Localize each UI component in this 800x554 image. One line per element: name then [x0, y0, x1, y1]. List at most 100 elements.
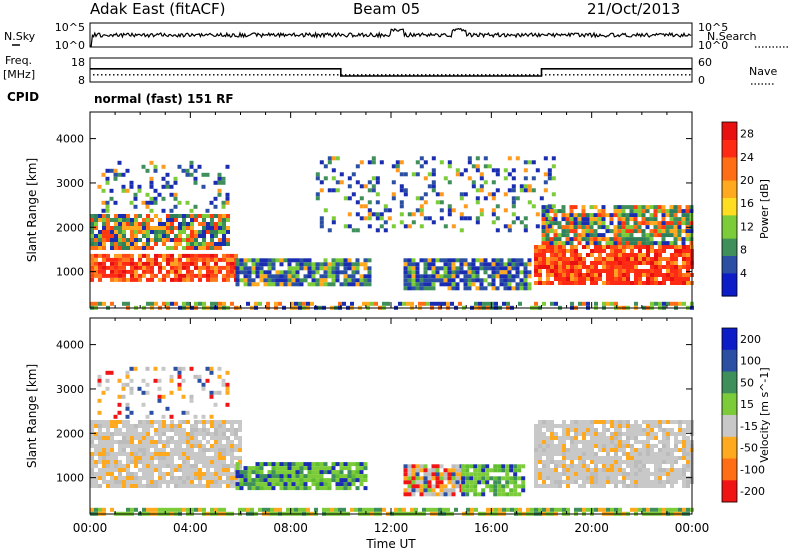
- heat-cell: [618, 456, 622, 460]
- heat-cell: [122, 301, 126, 306]
- heat-cell: [182, 261, 186, 266]
- heat-cell: [657, 209, 662, 214]
- heat-cell: [198, 277, 202, 282]
- heat-cell: [678, 428, 682, 432]
- heat-cell: [649, 213, 654, 218]
- heat-cell: [561, 209, 566, 214]
- heat-cell: [166, 214, 170, 218]
- heat-cell: [94, 424, 98, 428]
- heat-cell: [431, 278, 436, 283]
- heat-cell: [279, 478, 284, 483]
- heat-cell: [582, 472, 586, 476]
- heat-cell: [170, 507, 174, 512]
- heat-cell: [411, 476, 416, 481]
- heat-cell: [475, 164, 480, 169]
- heat-cell: [126, 420, 130, 424]
- heat-cell: [335, 478, 340, 483]
- heat-cell: [646, 277, 650, 281]
- heat-cell: [214, 448, 218, 452]
- heat-cell: [134, 444, 138, 448]
- heat-cell: [637, 241, 642, 246]
- heat-cell: [463, 274, 468, 279]
- heat-cell: [234, 420, 238, 424]
- heat-cell: [442, 301, 446, 306]
- heat-cell: [251, 478, 256, 483]
- heat-cell: [142, 269, 146, 274]
- heat-cell: [415, 468, 420, 473]
- heat-cell: [621, 205, 626, 210]
- heat-cell: [578, 261, 582, 265]
- heat-cell: [130, 261, 134, 266]
- heat-cell: [598, 269, 602, 273]
- heat-cell: [593, 229, 598, 234]
- heat-cell: [626, 424, 630, 428]
- heat-cell: [574, 452, 578, 456]
- heat-cell: [186, 277, 190, 282]
- heat-cell: [407, 274, 412, 279]
- heat-cell: [638, 253, 642, 257]
- heat-cell: [186, 444, 190, 448]
- heat-cell: [538, 432, 542, 436]
- heat-cell: [161, 208, 166, 213]
- nave-label: Nave: [749, 65, 777, 78]
- heat-cell: [134, 507, 138, 512]
- heat-cell: [419, 484, 424, 489]
- heat-cell: [634, 301, 638, 306]
- heat-cell: [366, 301, 370, 306]
- heat-cell: [174, 468, 178, 472]
- heat-cell: [210, 230, 214, 234]
- heat-cell: [114, 261, 118, 266]
- heat-cell: [419, 212, 424, 217]
- heat-cell: [279, 262, 284, 267]
- heat-cell: [94, 257, 98, 262]
- heat-cell: [194, 238, 198, 242]
- heat-cell: [642, 444, 646, 448]
- heat-cell: [122, 476, 126, 480]
- heat-cell: [486, 507, 490, 512]
- heat-cell: [597, 233, 602, 238]
- heat-cell: [523, 184, 528, 189]
- heat-cell: [299, 486, 304, 491]
- heat-cell: [166, 464, 170, 468]
- heat-cell: [550, 245, 554, 249]
- heat-cell: [582, 273, 586, 277]
- heat-cell: [475, 220, 480, 225]
- heat-cell: [403, 464, 408, 469]
- heat-cell: [586, 428, 590, 432]
- heat-cell: [126, 480, 130, 484]
- heat-cell: [182, 436, 186, 440]
- heat-cell: [174, 218, 178, 222]
- heat-cell: [634, 484, 638, 488]
- heat-cell: [226, 444, 230, 448]
- heat-cell: [150, 273, 154, 278]
- colorbar-segment: [722, 151, 737, 158]
- heat-cell: [102, 218, 106, 222]
- heat-cell: [629, 205, 634, 210]
- heat-cell: [570, 281, 574, 285]
- heat-cell: [682, 281, 686, 285]
- heat-cell: [570, 476, 574, 480]
- heat-cell: [238, 440, 242, 444]
- heat-cell: [674, 472, 678, 476]
- heat-cell: [125, 188, 130, 193]
- heat-cell: [610, 301, 614, 306]
- heat-cell: [685, 237, 690, 242]
- heat-cell: [495, 188, 500, 193]
- heat-cell: [347, 212, 352, 217]
- heat-cell: [226, 265, 230, 270]
- heat-cell: [110, 273, 114, 278]
- heat-cell: [521, 464, 526, 469]
- heat-cell: [543, 180, 548, 185]
- heat-cell: [98, 436, 102, 440]
- heat-cell: [134, 238, 138, 242]
- heat-cell: [126, 269, 130, 274]
- heat-cell: [578, 269, 582, 273]
- heat-cell: [339, 462, 344, 467]
- heat-cell: [213, 196, 218, 201]
- heat-cell: [542, 484, 546, 488]
- colorbar-tick: 100: [740, 355, 761, 368]
- heat-cell: [621, 221, 626, 226]
- heat-cell: [235, 274, 240, 279]
- heat-cell: [471, 266, 476, 271]
- heat-cell: [439, 278, 444, 283]
